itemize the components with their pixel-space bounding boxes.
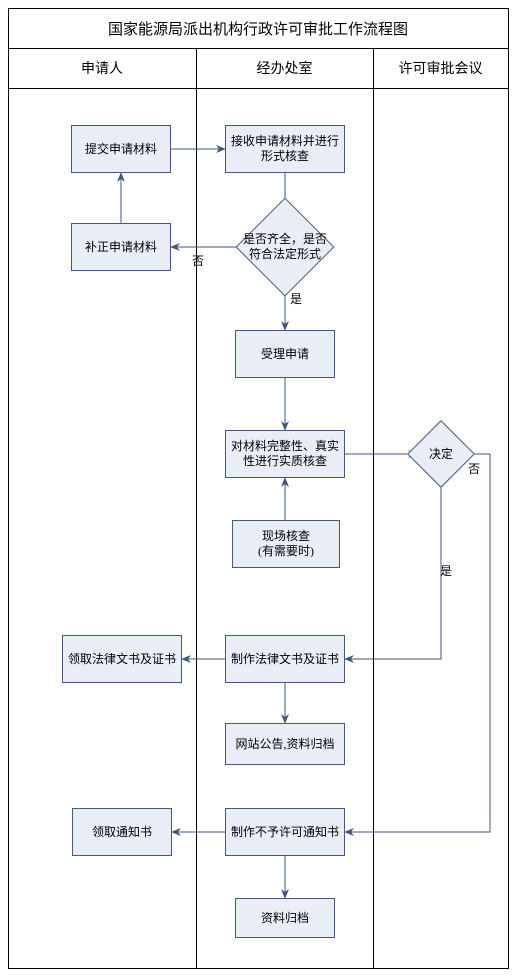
node-label: 资料归档 <box>261 911 309 926</box>
edge-label: 是 <box>290 290 302 307</box>
node-get_docs: 领取法律文书及证书 <box>62 635 182 683</box>
node-verify: 对材料完整性、真实性进行实质核查 <box>225 430 345 478</box>
node-archive: 资料归档 <box>235 898 335 938</box>
node-receive: 接收申请材料并进行形式核查 <box>225 125 345 173</box>
edge-decide-to-make_notice <box>345 454 490 832</box>
edge-decide-to-make_docs <box>345 478 441 659</box>
swimlane-header-label: 申请人 <box>81 58 123 78</box>
node-check: 是否齐全，是否符合法定形式 <box>250 212 320 282</box>
node-publish: 网站公告,资料归档 <box>225 723 345 765</box>
node-label: 现场核查 (有需要时) <box>258 529 314 559</box>
node-label: 补正申请材料 <box>85 240 157 255</box>
node-label: 决定 <box>407 430 475 478</box>
flowchart-canvas: 国家能源局派出机构行政许可审批工作流程图 申请人 经办处室 许可审批会议 提交申… <box>0 0 515 976</box>
chart-title: 国家能源局派出机构行政许可审批工作流程图 <box>8 8 508 48</box>
node-label: 是否齐全，是否符合法定形式 <box>240 212 330 282</box>
frame-bottom <box>8 968 509 969</box>
node-label: 受理申请 <box>261 347 309 362</box>
node-onsite: 现场核查 (有需要时) <box>232 520 340 568</box>
swimlane-header-meeting: 许可审批会议 <box>373 48 508 88</box>
node-label: 网站公告,资料归档 <box>235 737 334 752</box>
edge-label: 否 <box>468 460 480 477</box>
node-submit: 提交申请材料 <box>71 125 171 173</box>
node-label: 制作不予许可通知书 <box>231 825 339 840</box>
node-get_notice: 领取通知书 <box>72 808 172 856</box>
node-make_docs: 制作法律文书及证书 <box>225 635 345 683</box>
node-label: 提交申请材料 <box>85 142 157 157</box>
node-decide: 决定 <box>417 430 465 478</box>
edge-label: 否 <box>192 252 204 269</box>
chart-title-text: 国家能源局派出机构行政许可审批工作流程图 <box>108 18 408 39</box>
node-label: 接收申请材料并进行形式核查 <box>230 134 340 164</box>
node-accept: 受理申请 <box>235 330 335 378</box>
node-label: 对材料完整性、真实性进行实质核查 <box>230 439 340 469</box>
node-make_notice: 制作不予许可通知书 <box>225 808 345 856</box>
frame-left <box>8 8 9 968</box>
swimlane-header-office: 经办处室 <box>196 48 373 88</box>
swimlane-header-label: 经办处室 <box>257 58 313 78</box>
swimlane-header-applicant: 申请人 <box>8 48 196 88</box>
swimlane-header-label: 许可审批会议 <box>399 58 483 78</box>
node-label: 领取法律文书及证书 <box>68 652 176 667</box>
edge-label: 是 <box>440 562 452 579</box>
frame-right <box>508 8 509 969</box>
col-separator-2 <box>373 48 374 968</box>
node-label: 制作法律文书及证书 <box>231 652 339 667</box>
node-supplement: 补正申请材料 <box>71 223 171 271</box>
header-separator <box>8 88 508 89</box>
col-separator-1 <box>196 48 197 968</box>
node-label: 领取通知书 <box>92 825 152 840</box>
